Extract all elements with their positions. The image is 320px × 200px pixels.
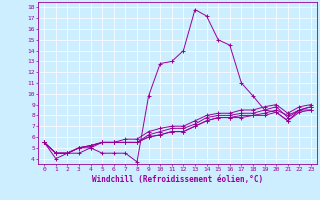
X-axis label: Windchill (Refroidissement éolien,°C): Windchill (Refroidissement éolien,°C) — [92, 175, 263, 184]
